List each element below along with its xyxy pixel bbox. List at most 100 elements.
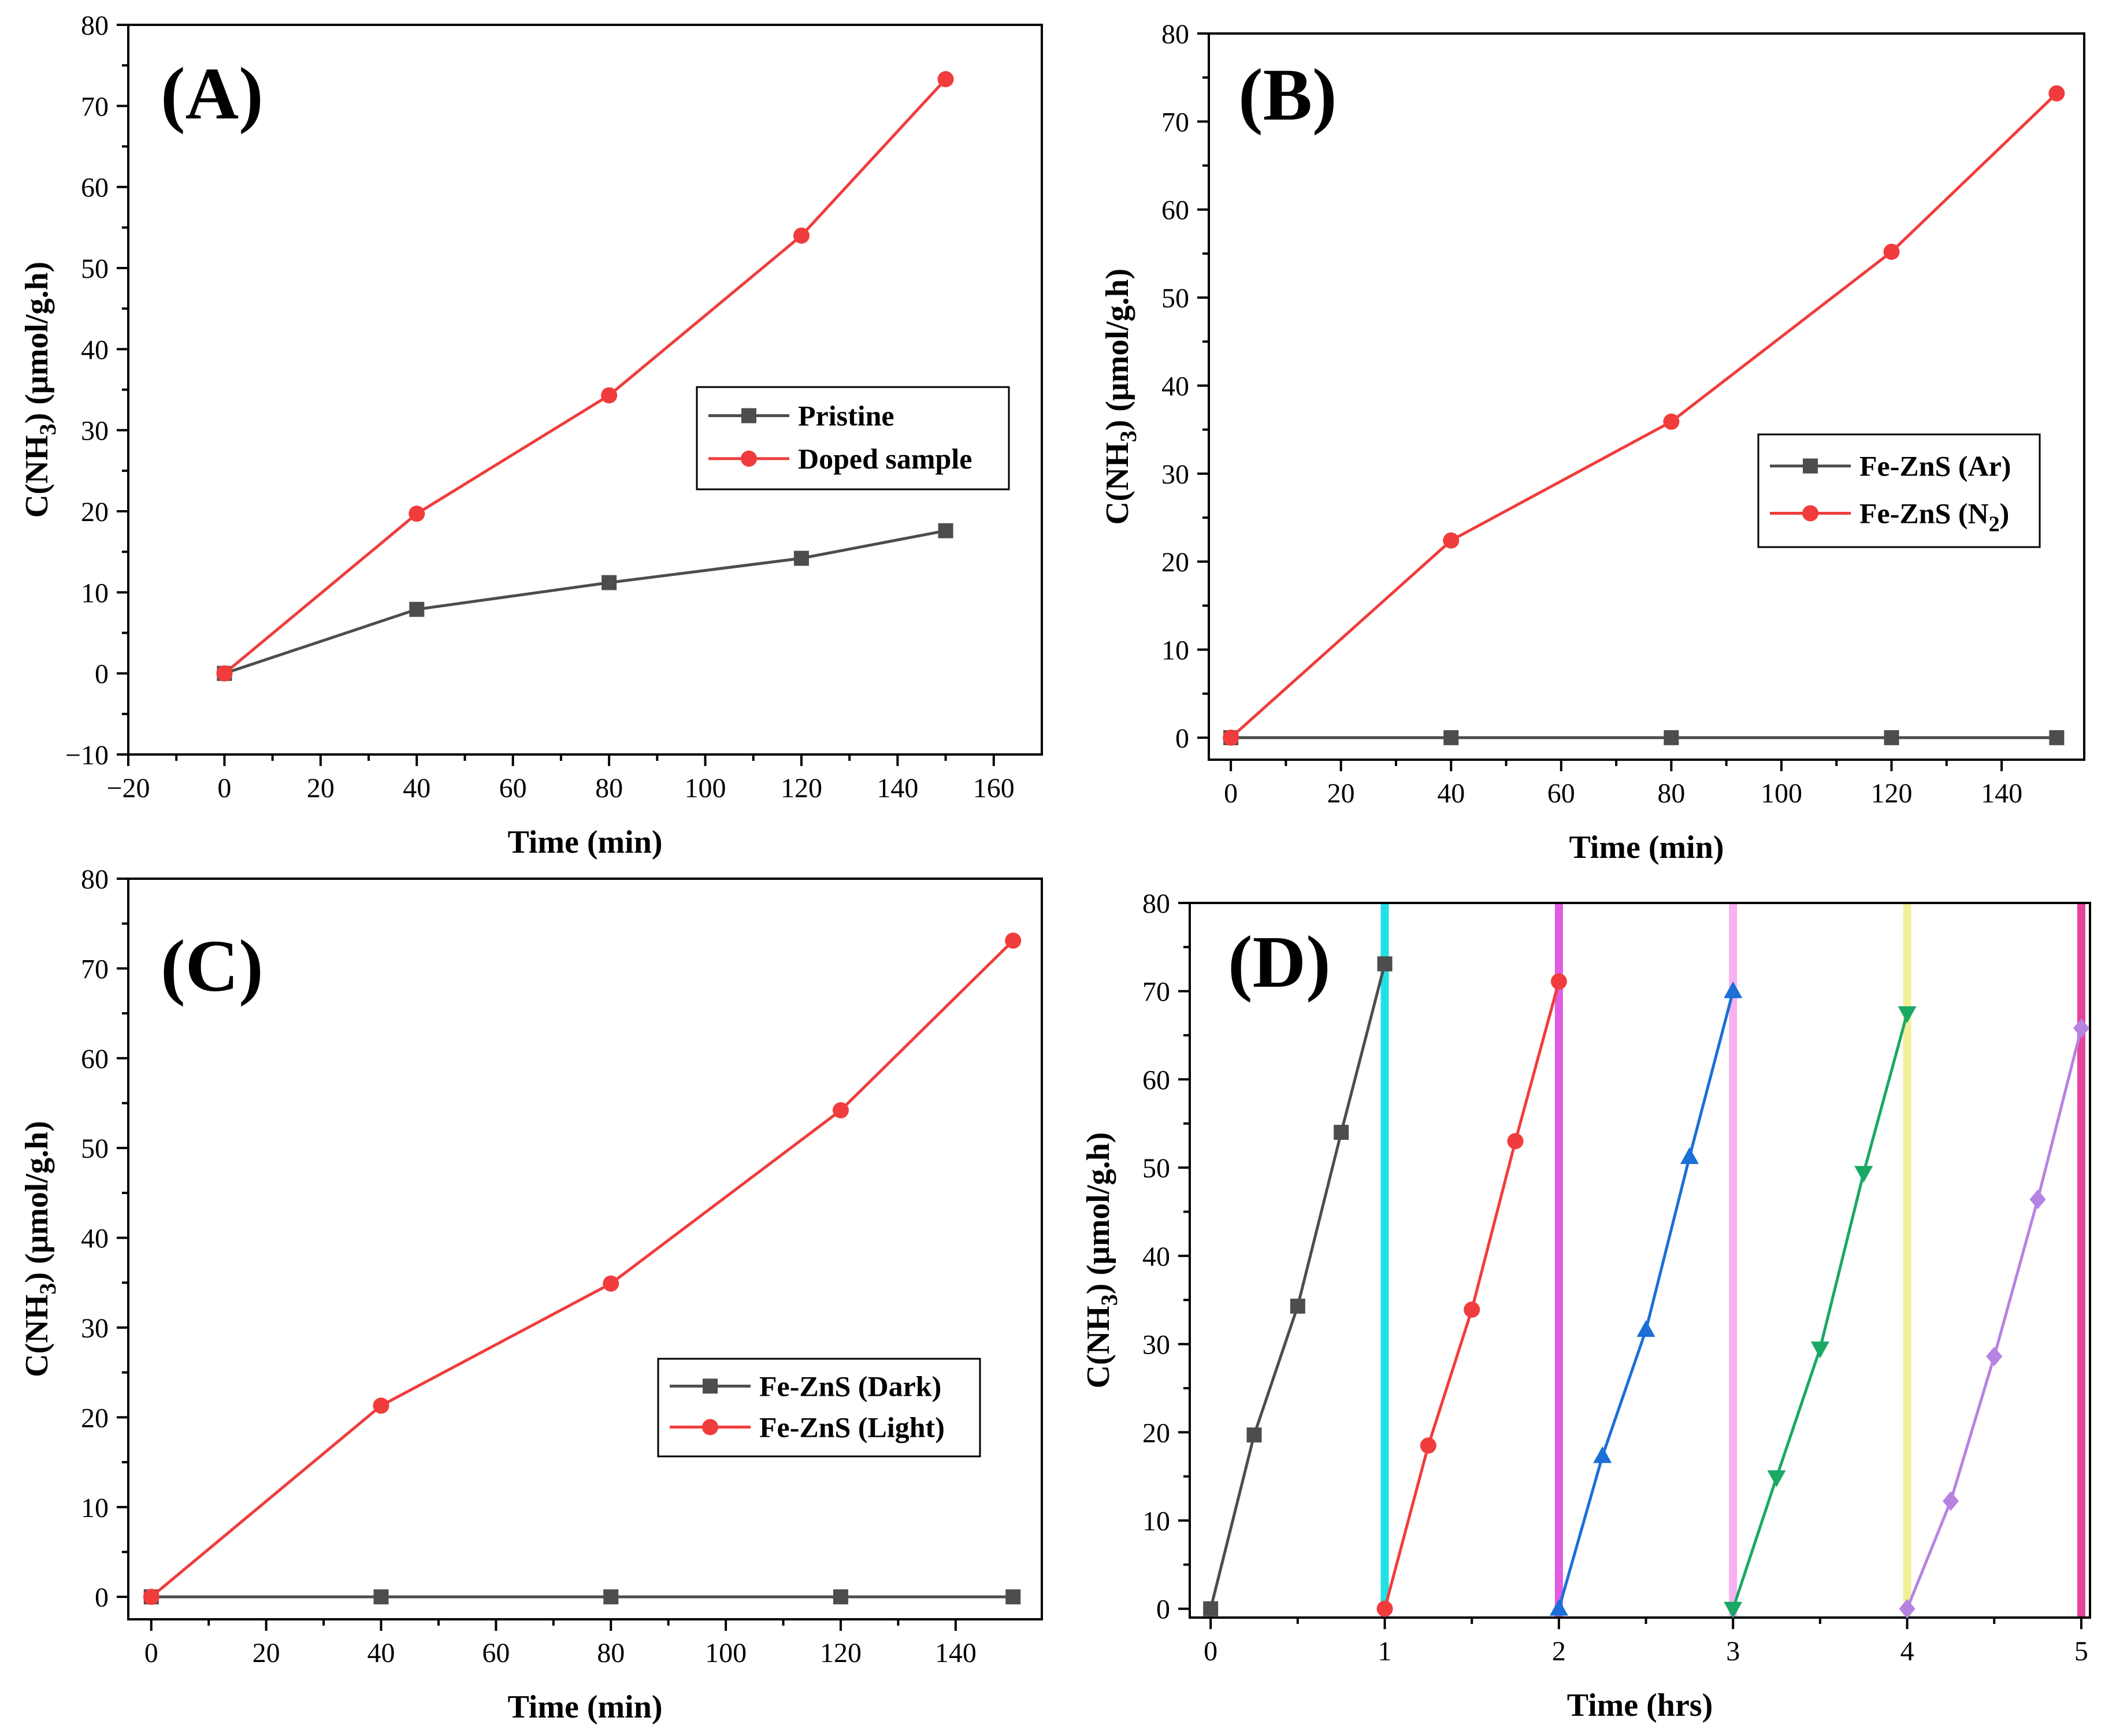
data-point xyxy=(1246,1427,1262,1443)
data-point xyxy=(602,575,617,590)
legend-entry-text: Doped sample xyxy=(798,443,972,475)
y-tick-label: 70 xyxy=(81,91,109,122)
data-point xyxy=(409,601,425,617)
legend-entry-subscript: 2 xyxy=(1989,512,2000,537)
y-tick-label: 80 xyxy=(81,864,109,895)
plot-frame xyxy=(1208,32,2085,761)
y-axis-title: C(NH3) (μmol/g.h) xyxy=(19,262,61,518)
x-tick-label: 160 xyxy=(973,773,1015,804)
y-axis-title-subscript: 3 xyxy=(1096,1294,1122,1306)
data-point xyxy=(1290,1298,1305,1314)
y-axis-title-main: C(NH xyxy=(1100,442,1135,525)
y-tick-label: 50 xyxy=(81,254,109,284)
legend-entry-main: Doped sample xyxy=(798,443,972,475)
y-tick-label: 30 xyxy=(81,416,109,447)
y-axis-title-rest: ) (μmol/g.h) xyxy=(1081,1132,1116,1295)
data-point xyxy=(1854,1166,1873,1183)
x-tick-label: 20 xyxy=(1327,778,1355,809)
data-point xyxy=(1443,532,1460,549)
data-point xyxy=(373,1397,389,1414)
data-point xyxy=(409,505,425,522)
data-point xyxy=(1005,1589,1021,1605)
data-point xyxy=(1507,1133,1524,1150)
y-tick-label: 60 xyxy=(81,1044,109,1075)
y-tick-label: 70 xyxy=(1142,977,1170,1008)
y-tick-label: 20 xyxy=(1161,547,1189,578)
x-tick-label: 20 xyxy=(307,773,335,804)
data-point xyxy=(938,523,953,538)
x-tick-label: 120 xyxy=(1871,778,1913,809)
data-point xyxy=(1986,1346,2003,1366)
x-tick-label: 0 xyxy=(1224,778,1238,809)
data-point xyxy=(833,1589,848,1605)
plot-frame xyxy=(1189,902,2091,1619)
x-tick-label: 80 xyxy=(597,1638,625,1668)
data-point xyxy=(1636,1320,1655,1337)
legend-swatch-marker xyxy=(741,450,757,467)
y-axis-title: C(NH3) (μmol/g.h) xyxy=(1081,1132,1122,1389)
y-tick-label: 40 xyxy=(81,1224,109,1254)
legend-entry-rest: ) xyxy=(2000,497,2010,530)
x-tick-label: 120 xyxy=(820,1638,862,1668)
data-point xyxy=(1724,981,1743,998)
y-tick-label: 10 xyxy=(1161,635,1189,666)
x-tick-label: 40 xyxy=(403,773,430,804)
data-point xyxy=(1898,1006,1917,1023)
y-axis-title-subscript: 3 xyxy=(35,1283,61,1295)
x-tick-label: 80 xyxy=(1657,778,1685,809)
y-axis-title-main: C(NH xyxy=(19,435,55,518)
x-axis-title: Time (min) xyxy=(507,824,662,860)
panel-c-chart: 0 20 40 60 80 100 120 140 0 10 20 30 40 50 60 70 80 Time … xyxy=(19,864,1043,1725)
x-axis-title: Time (min) xyxy=(1569,830,1724,865)
y-tick-label: 50 xyxy=(1161,283,1189,314)
y-tick-label: 50 xyxy=(81,1133,109,1164)
x-tick-label: 0 xyxy=(144,1638,158,1668)
legend-swatch-marker xyxy=(703,1378,718,1394)
panel-label: (D) xyxy=(1228,921,1331,1003)
data-point xyxy=(1223,729,1239,746)
y-tick-label: 80 xyxy=(81,10,109,41)
data-point xyxy=(603,1589,619,1605)
legend-box xyxy=(657,1358,981,1458)
legend-entry-main: Fe-ZnS (N xyxy=(1859,497,1989,530)
data-point xyxy=(1377,956,1393,972)
panel-b-chart: 0 20 40 60 80 100 120 140 0 10 20 30 40 50 60 70 80 Time … xyxy=(1100,19,2085,865)
data-point xyxy=(2029,1189,2046,1210)
x-axis-title: Time (hrs) xyxy=(1567,1687,1713,1723)
y-axis-title-main: C(NH xyxy=(1081,1306,1116,1388)
data-point xyxy=(1680,1147,1699,1164)
data-point xyxy=(143,1589,159,1605)
data-point xyxy=(1724,1601,1743,1619)
legend-entry-main: Fe-ZnS (Light) xyxy=(759,1411,945,1443)
data-point xyxy=(1899,1599,1915,1619)
plot-frame xyxy=(127,878,1043,1620)
y-tick-label: 70 xyxy=(81,954,109,984)
y-tick-label: 10 xyxy=(1142,1506,1170,1537)
y-tick-label: 10 xyxy=(81,578,109,608)
x-tick-label: 60 xyxy=(499,773,527,804)
y-axis-title: C(NH3) (μmol/g.h) xyxy=(19,1121,61,1377)
y-tick-label: 0 xyxy=(1156,1594,1170,1625)
y-tick-label: 0 xyxy=(95,1582,109,1613)
legend-entry-main: Pristine xyxy=(798,400,894,432)
data-point xyxy=(1203,1601,1219,1616)
data-point xyxy=(216,665,233,682)
legend-entry-main: Fe-ZnS (Ar) xyxy=(1859,450,2011,482)
panel-a-chart: −20 0 20 40 60 80 100 120 140 160 −10 0 10 20 30 40 50 60… xyxy=(19,10,1043,860)
y-axis-title-main: C(NH xyxy=(19,1295,55,1377)
legend-entry-text: Fe-ZnS (Ar) xyxy=(1859,450,2011,482)
x-tick-label: 140 xyxy=(877,773,918,804)
data-point xyxy=(1005,932,1022,949)
y-tick-label: 20 xyxy=(1142,1418,1170,1448)
data-point xyxy=(373,1589,389,1605)
data-point xyxy=(1549,1599,1568,1616)
legend-entry-main: Fe-ZnS (Dark) xyxy=(759,1370,941,1402)
data-point xyxy=(2048,85,2065,102)
y-tick-label: −10 xyxy=(65,740,109,771)
data-point xyxy=(1810,1341,1829,1359)
y-tick-label: 40 xyxy=(1142,1241,1170,1272)
y-tick-label: 30 xyxy=(1142,1330,1170,1360)
